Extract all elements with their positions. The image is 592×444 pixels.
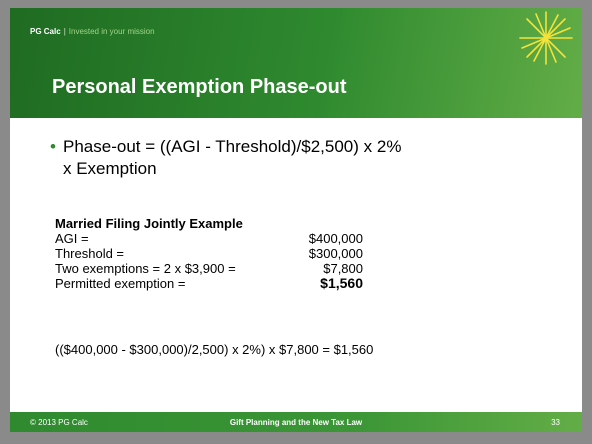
row-label: Threshold =	[55, 246, 125, 261]
sun-logo	[519, 11, 573, 65]
bullet-dot: •	[50, 137, 56, 156]
row-value: $7,800	[323, 261, 363, 276]
example: Married Filing Jointly Example AGI = $400…	[55, 216, 363, 291]
brand: PG Calc	[30, 27, 61, 36]
example-row: Threshold = $300,000	[55, 246, 363, 261]
row-label: Two exemptions = 2 x $3,900 =	[55, 261, 236, 276]
copyright: © 2013 PG Calc	[30, 418, 88, 427]
formula: (($400,000 - $300,000)/2,500) x 2%) x $7…	[55, 342, 374, 357]
bullet-line: x Exemption	[63, 159, 157, 178]
example-row: Permitted exemption = $1,560	[55, 275, 363, 292]
example-heading: Married Filing Jointly Example	[55, 216, 243, 231]
example-row: AGI = $400,000	[55, 231, 363, 246]
footer: © 2013 PG Calc Gift Planning and the New…	[10, 412, 582, 432]
header-text: PG Calc | Invested in your mission	[30, 27, 155, 36]
bullet: • Phase-out = ((AGI - Threshold)/$2,500)…	[50, 136, 401, 180]
example-rows: AGI = $400,000 Threshold = $300,000 Two exem…	[55, 231, 363, 291]
slide-title: Personal Exemption Phase-out	[52, 76, 347, 98]
row-label: AGI =	[55, 231, 89, 246]
example-row: Two exemptions = 2 x $3,900 = $7,800	[55, 261, 363, 276]
row-label: Permitted exemption =	[55, 276, 186, 291]
header-band	[10, 8, 582, 118]
page-number: 33	[551, 418, 560, 427]
bullet-line: Phase-out = ((AGI - Threshold)/$2,500) x…	[63, 137, 402, 156]
row-value: $400,000	[308, 231, 363, 246]
separator: |	[63, 27, 66, 36]
row-value: $300,000	[308, 246, 363, 261]
slide: PG Calc | Invested in your mission Persona…	[10, 8, 582, 432]
tagline: Invested in your mission	[68, 27, 155, 36]
row-value: $1,560	[320, 275, 363, 291]
footer-title: Gift Planning and the New Tax Law	[229, 418, 363, 427]
